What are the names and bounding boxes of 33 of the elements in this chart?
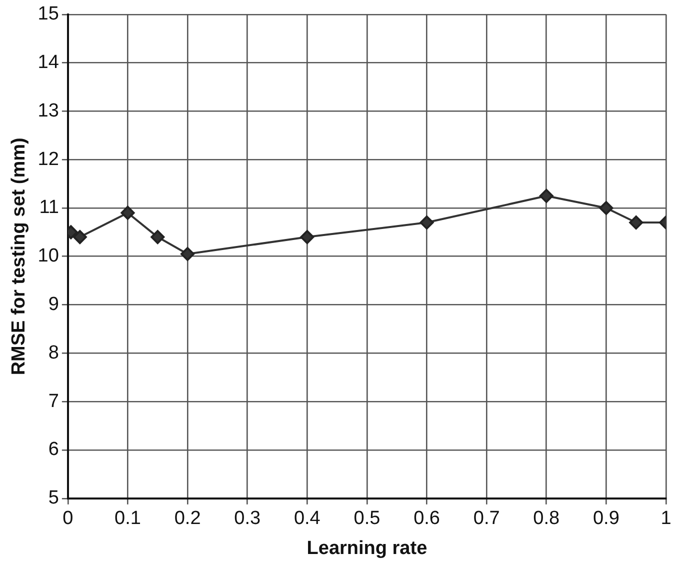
point [300, 230, 314, 244]
y-tick-label: 7 [48, 390, 59, 412]
y-tick-label: 9 [48, 294, 59, 316]
x-tick-label: 0.2 [174, 508, 201, 530]
x-tick-label: 0.4 [294, 508, 321, 530]
y-tick-label: 6 [48, 439, 59, 460]
point [120, 206, 135, 220]
y-tick-label: 15 [38, 4, 59, 25]
y-tick-label: 10 [38, 246, 59, 267]
point [72, 230, 87, 244]
x-axis-title: Learning rate [306, 538, 428, 559]
y-axis-title: RMSE for testing set (mm) [8, 138, 30, 376]
x-tick-label: 0.9 [592, 508, 620, 530]
point [180, 246, 195, 261]
point [150, 230, 165, 244]
x-tick-label: 0.6 [414, 508, 440, 530]
y-tick-label: 8 [48, 342, 59, 364]
y-tick-label: 13 [38, 100, 59, 122]
y-tick-label: 11 [39, 197, 59, 218]
y-tick-label: 14 [38, 52, 60, 74]
point [539, 188, 554, 203]
x-tick-label: 0.5 [354, 508, 380, 530]
x-tick-label: 0.8 [533, 508, 560, 530]
x-tick-label: 0 [62, 508, 74, 530]
y-tick-label: 12 [38, 148, 59, 170]
y-tick-label: 5 [48, 488, 59, 509]
x-tick-label: 0.3 [234, 508, 261, 530]
point [599, 201, 614, 215]
x-tick-label: 0.7 [473, 508, 500, 530]
x-tick-label: 0.1 [114, 508, 141, 530]
x-tick-label: 1 [660, 508, 672, 530]
point [420, 216, 434, 230]
point [629, 216, 644, 230]
